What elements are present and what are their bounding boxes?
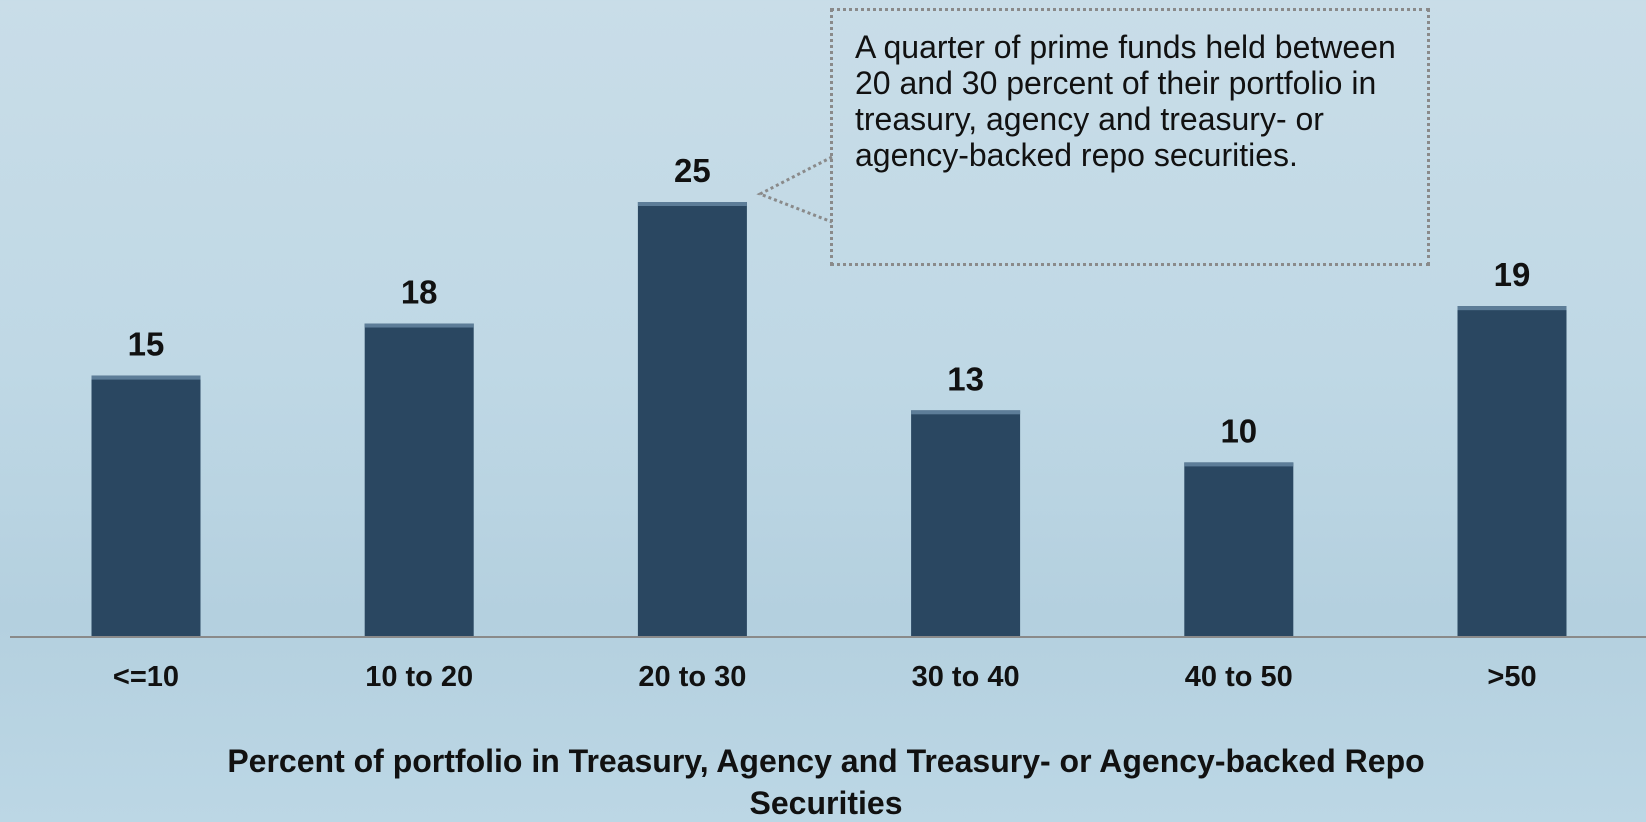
x-axis-label: Percent of portfolio in Treasury, Agency… [227,743,1425,821]
x-tick-label: 20 to 30 [638,661,746,693]
bar [364,323,474,636]
x-tick-label: 30 to 40 [912,661,1020,693]
annotation: A quarter of prime funds held between 20… [830,8,1430,266]
bar-highlight [637,202,747,206]
x-tick-label: <=10 [113,661,179,693]
x-tick-label: 40 to 50 [1185,661,1293,693]
bar-highlight [1184,462,1294,467]
bar-highlight [1457,306,1567,311]
data-label: 15 [128,326,165,363]
x-tick-label: 10 to 20 [365,661,473,693]
data-label: 19 [1494,256,1531,293]
bar [911,410,1021,636]
x-tick-label: >50 [1487,661,1536,693]
data-label: 25 [674,152,711,189]
bar [91,375,201,636]
data-label: 10 [1220,412,1257,449]
bar-highlight [91,375,201,380]
bar [1457,306,1567,636]
bar-highlight [911,410,1021,415]
data-label: 13 [947,360,984,397]
bar [637,202,747,636]
bar-highlight [364,323,474,328]
data-label: 18 [401,274,438,311]
bar [1184,462,1294,636]
callout-pointer [756,155,833,224]
